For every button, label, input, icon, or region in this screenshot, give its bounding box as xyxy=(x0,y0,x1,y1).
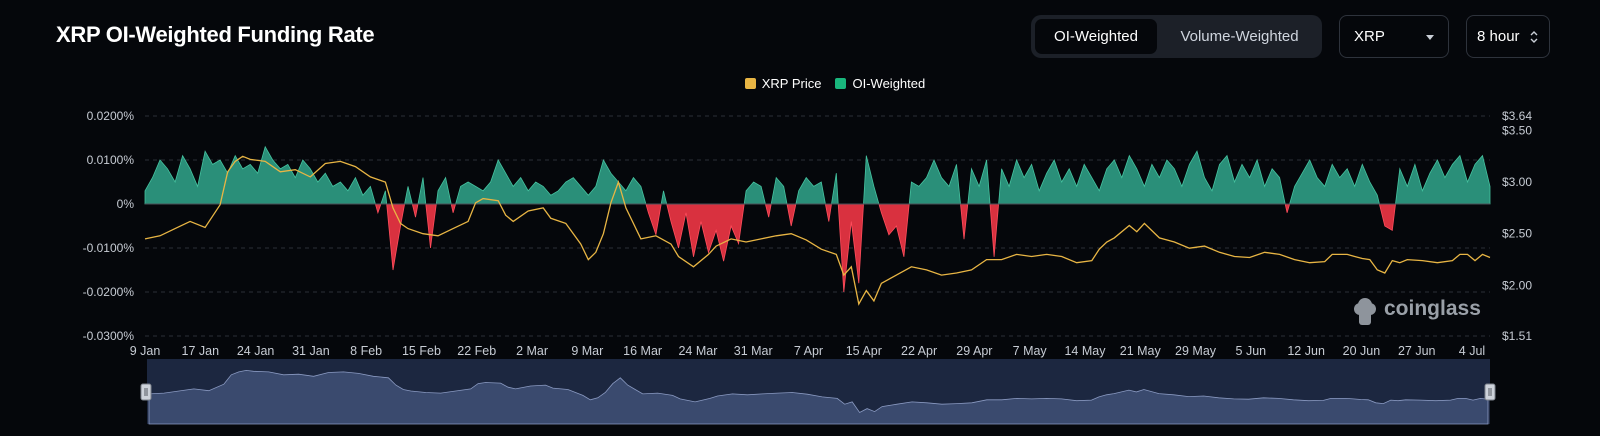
x-tick-label: 24 Jan xyxy=(237,344,275,358)
x-tick-label: 31 Mar xyxy=(734,344,773,358)
y-left-tick-label: -0.0300% xyxy=(83,329,135,343)
legend-label-price: XRP Price xyxy=(761,76,822,91)
x-tick-label: 29 May xyxy=(1175,344,1217,358)
page-title: XRP OI-Weighted Funding Rate xyxy=(56,22,375,47)
chevron-updown-icon xyxy=(1530,31,1538,43)
interval-select[interactable]: 8 hour xyxy=(1466,15,1550,58)
watermark: coinglass xyxy=(1354,297,1481,325)
x-tick-label: 2 Mar xyxy=(516,344,548,358)
coin-select[interactable]: XRP xyxy=(1339,15,1449,58)
x-tick-label: 22 Feb xyxy=(457,344,496,358)
interval-select-value: 8 hour xyxy=(1477,28,1520,45)
weighting-toggle: OI-Weighted Volume-Weighted xyxy=(1031,15,1322,58)
navigator-price-area xyxy=(148,369,1489,425)
x-axis: 9 Jan 17 Jan 24 Jan 31 Jan 8 Feb 15 Feb 22 Feb… xyxy=(130,344,1486,358)
positive-area-shape xyxy=(144,145,1491,205)
x-tick-label: 8 Feb xyxy=(350,344,382,358)
y-left-tick-label: -0.0200% xyxy=(83,285,135,299)
y-left-tick-label: 0% xyxy=(117,197,135,211)
y-right-tick-label: $2.00 xyxy=(1502,278,1532,292)
y-left-tick-label: -0.0100% xyxy=(83,241,135,255)
positive-funding-area xyxy=(144,145,1491,205)
y-right-tick-label: $1.51 xyxy=(1502,329,1532,343)
tab-oi-weighted[interactable]: OI-Weighted xyxy=(1035,19,1157,54)
x-tick-label: 4 Jul xyxy=(1459,344,1485,358)
legend-item-price[interactable]: XRP Price xyxy=(744,76,822,91)
price-line-path xyxy=(144,155,1491,306)
x-tick-label: 24 Mar xyxy=(678,344,717,358)
watermark-text: coinglass xyxy=(1384,297,1481,320)
x-tick-label: 7 May xyxy=(1013,344,1048,358)
tab-volume-weighted[interactable]: Volume-Weighted xyxy=(1180,28,1299,45)
x-tick-label: 27 Jun xyxy=(1398,344,1436,358)
x-tick-label: 22 Apr xyxy=(901,344,937,358)
x-tick-label: 12 Jun xyxy=(1287,344,1325,358)
y-axis-right: $3.64$3.50 $3.00 $2.50 $2.00 $1.51 xyxy=(1502,109,1532,343)
navigator-right-handle[interactable] xyxy=(1484,383,1496,401)
price-line xyxy=(144,155,1491,306)
x-tick-label: 31 Jan xyxy=(292,344,330,358)
y-right-tick-label: $2.50 xyxy=(1502,227,1532,241)
x-tick-label: 17 Jan xyxy=(182,344,220,358)
x-tick-label: 7 Apr xyxy=(794,344,823,358)
x-tick-label: 16 Mar xyxy=(623,344,662,358)
range-navigator[interactable] xyxy=(140,359,1496,425)
x-tick-label: 15 Apr xyxy=(846,344,882,358)
chart-legend: XRP Price OI-Weighted xyxy=(0,76,1600,91)
legend-swatch-oi-weighted xyxy=(835,78,847,89)
y-right-tick-label: $3.00 xyxy=(1502,175,1532,189)
x-tick-label: 9 Jan xyxy=(130,344,161,358)
chart-grid xyxy=(145,115,1490,337)
y-left-tick-label: 0.0100% xyxy=(87,153,135,167)
legend-label-oi-weighted: OI-Weighted xyxy=(852,76,926,91)
navigator-left-handle[interactable] xyxy=(140,383,152,401)
coin-select-value: XRP xyxy=(1354,28,1385,45)
y-right-tick-label: $3.64 xyxy=(1502,109,1532,123)
x-tick-label: 9 Mar xyxy=(571,344,603,358)
x-tick-label: 20 Jun xyxy=(1343,344,1381,358)
chevron-down-icon xyxy=(1426,35,1434,40)
y-axis-left: 0.0200% 0.0100% 0% -0.0100% -0.0200% -0.0300% xyxy=(83,109,135,343)
x-tick-label: 14 May xyxy=(1064,344,1106,358)
legend-swatch-price xyxy=(744,78,756,89)
y-left-tick-label: 0.0200% xyxy=(87,109,135,123)
y-right-tick-label: $3.50 xyxy=(1502,123,1532,137)
x-tick-label: 15 Feb xyxy=(402,344,441,358)
x-tick-label: 21 May xyxy=(1120,344,1162,358)
x-tick-label: 29 Apr xyxy=(956,344,992,358)
legend-item-oi-weighted[interactable]: OI-Weighted xyxy=(835,76,925,91)
x-tick-label: 5 Jun xyxy=(1236,344,1267,358)
coinglass-logo-icon xyxy=(1354,298,1376,325)
